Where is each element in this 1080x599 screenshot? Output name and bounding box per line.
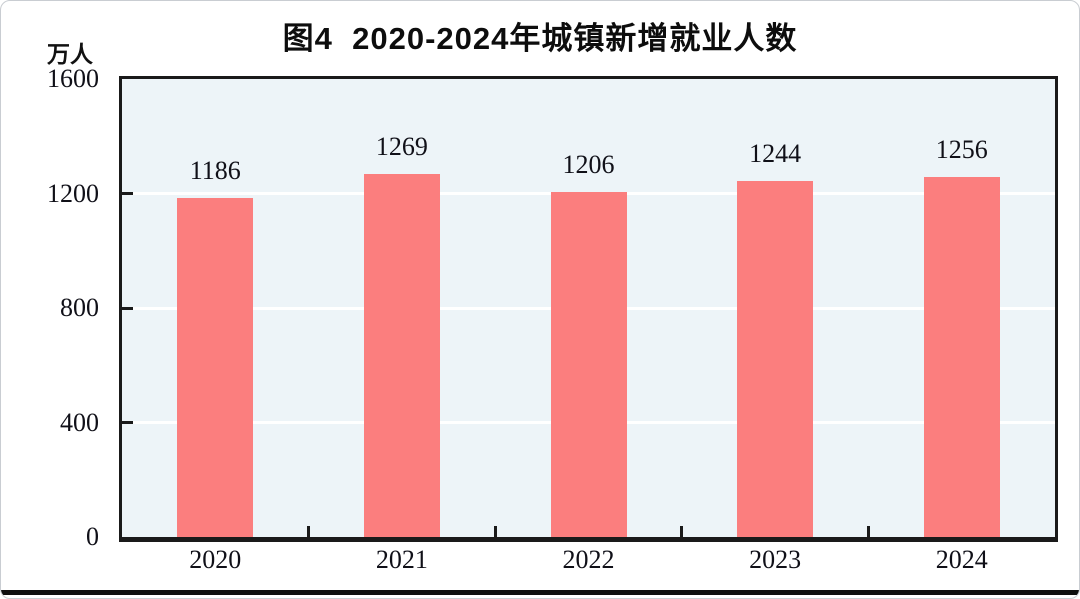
bar-value-label-2020: 1186 xyxy=(189,155,241,185)
x-axis-tick-4 xyxy=(866,526,870,537)
x-axis-tick-2 xyxy=(493,526,497,537)
bar-2020 xyxy=(177,197,254,537)
y-axis-tick-800 xyxy=(122,306,133,310)
x-axis-tick-3 xyxy=(680,526,684,537)
bar-value-label-2023: 1244 xyxy=(749,138,802,168)
bar-value-label-2024: 1256 xyxy=(935,135,988,165)
y-axis-label-0: 0 xyxy=(86,522,99,551)
y-axis-label-400: 400 xyxy=(60,407,99,437)
x-axis-label-2022: 2022 xyxy=(562,545,615,574)
x-axis-label-2020: 2020 xyxy=(189,545,242,574)
x-axis-label-2024: 2024 xyxy=(935,545,988,574)
y-axis-label-800: 800 xyxy=(60,293,99,322)
x-axis-tick-1 xyxy=(307,526,311,537)
bar-chart-plot-area: 1186 1269 1206 1244 1256 xyxy=(119,76,1058,542)
y-axis-label-1600: 1600 xyxy=(47,64,99,93)
x-axis-label-2021: 2021 xyxy=(375,545,428,574)
bar-2022 xyxy=(550,191,627,537)
chart-title: 图4 2020-2024年城镇新增就业人数 xyxy=(282,21,798,56)
bar-value-label-2021: 1269 xyxy=(375,131,428,161)
y-axis-unit-label: 万人 xyxy=(47,41,93,67)
bar-2021 xyxy=(363,173,440,537)
bar-value-label-2022: 1206 xyxy=(562,149,615,179)
y-axis-tick-400 xyxy=(122,421,133,424)
y-axis-label-1200: 1200 xyxy=(47,178,99,208)
x-axis-label-2023: 2023 xyxy=(749,545,802,574)
bar-2024 xyxy=(923,177,1000,537)
bar-2023 xyxy=(737,180,814,537)
footer-divider xyxy=(1,590,1079,595)
y-axis-tick-1200 xyxy=(122,192,133,195)
